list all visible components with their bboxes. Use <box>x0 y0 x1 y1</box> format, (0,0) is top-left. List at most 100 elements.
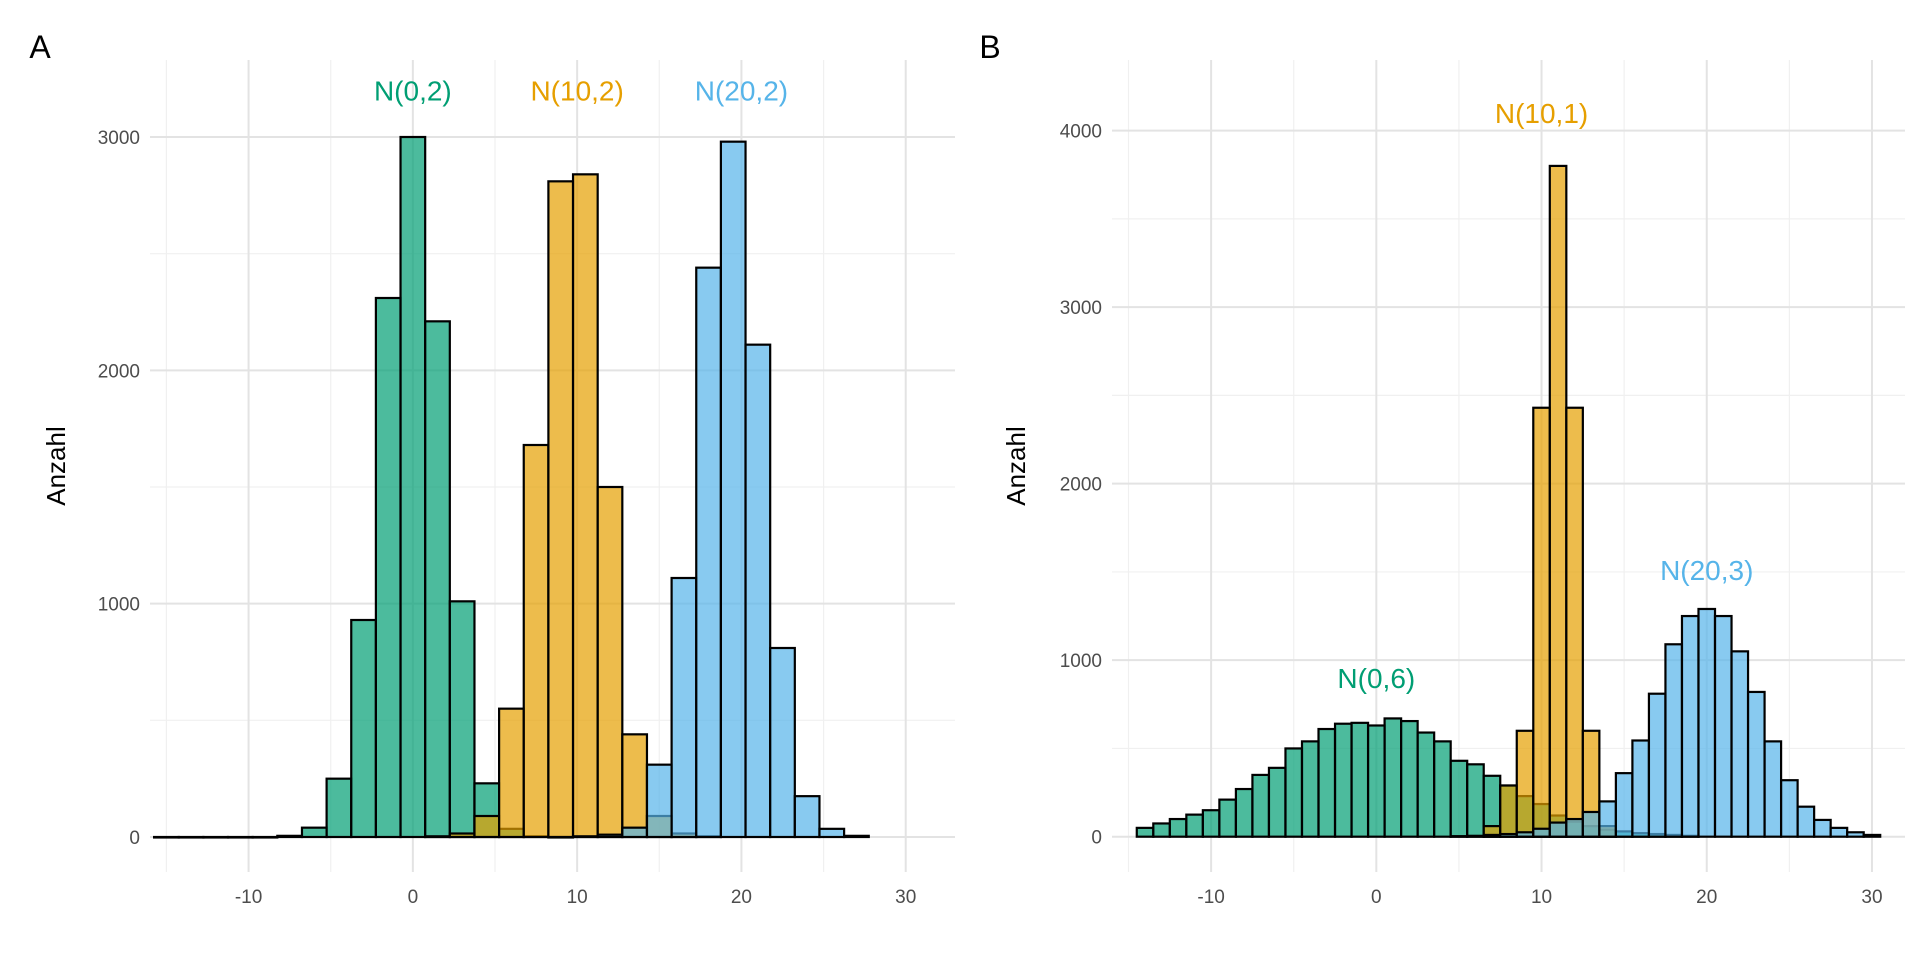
histogram-bar <box>424 835 451 839</box>
histogram-bar <box>1565 406 1584 838</box>
x-tick-label: 20 <box>731 887 752 908</box>
x-tick-label: 10 <box>567 887 588 908</box>
histogram-bar <box>1730 650 1750 838</box>
histogram-bar <box>1449 835 1469 838</box>
series-label: N(0,6) <box>1337 663 1415 694</box>
histogram-bar <box>1532 827 1551 838</box>
y-axis-label: Anzahl <box>41 426 71 506</box>
histogram-bar <box>843 834 870 839</box>
histogram-bar <box>645 763 673 839</box>
histogram-bar <box>1581 810 1601 838</box>
y-tick-label: 4000 <box>1060 122 1102 143</box>
x-tick-label: 0 <box>1371 887 1382 908</box>
histogram-bar <box>1383 717 1403 838</box>
histogram-bar <box>1466 763 1485 838</box>
x-tick-label: 30 <box>895 887 916 908</box>
histogram-bar <box>1284 747 1304 838</box>
x-tick-label: 0 <box>408 887 419 908</box>
histogram-bar <box>596 485 624 839</box>
histogram-bar <box>1796 805 1816 838</box>
panel-tag: A <box>29 29 51 65</box>
histogram-bar <box>251 835 279 839</box>
histogram-bar <box>1152 822 1171 838</box>
histogram-bar <box>1135 826 1155 838</box>
y-tick-label: 0 <box>1091 828 1102 849</box>
x-tick-label: 10 <box>1531 887 1552 908</box>
x-tick-label: 20 <box>1696 887 1717 908</box>
y-tick-label: 2000 <box>1060 475 1102 496</box>
histogram-bar <box>1449 759 1469 838</box>
y-axis-label: Anzahl <box>1001 426 1031 506</box>
histogram-bar <box>621 733 649 839</box>
series-label: N(0,2) <box>374 75 452 106</box>
histogram-bar <box>226 835 254 839</box>
histogram-bar <box>818 827 846 839</box>
histogram-bar <box>670 576 698 839</box>
histogram-bar <box>1185 813 1204 838</box>
histogram-bar <box>177 835 205 839</box>
series-blue <box>571 140 870 839</box>
histogram-bar <box>769 646 796 839</box>
histogram-bar <box>374 296 402 839</box>
histogram-bar <box>1697 607 1717 838</box>
histogram-bar <box>153 835 180 839</box>
histogram-bar <box>695 266 722 839</box>
series-blue <box>1449 607 1882 838</box>
histogram-bar <box>1234 787 1254 838</box>
histogram-bar <box>719 140 747 839</box>
histogram-bar <box>1433 740 1452 838</box>
histogram-bar <box>1829 826 1849 838</box>
histogram-bar <box>1515 729 1535 838</box>
histogram-bar <box>1499 832 1518 838</box>
series-label: N(10,2) <box>530 75 623 106</box>
y-tick-label: 3000 <box>98 128 140 149</box>
x-tick-label: 30 <box>1861 887 1882 908</box>
histogram-bar <box>1515 831 1535 838</box>
histogram-bar <box>1300 740 1320 838</box>
y-tick-label: 3000 <box>1060 298 1102 319</box>
histogram-bar <box>596 833 624 839</box>
histogram-bar <box>1466 834 1485 838</box>
histogram-bar <box>448 600 476 839</box>
y-tick-label: 1000 <box>1060 651 1102 672</box>
series-label: N(20,2) <box>695 75 788 106</box>
histogram-bar <box>448 832 476 839</box>
histogram-bar <box>621 826 649 839</box>
histogram-bar <box>498 707 525 839</box>
histogram-bar <box>1499 784 1518 838</box>
histogram-bar <box>1565 817 1584 838</box>
histogram-bar <box>1763 740 1783 838</box>
histogram-bar <box>793 795 821 839</box>
histogram-bar <box>1482 833 1502 838</box>
histogram-bar <box>1862 833 1882 838</box>
histogram-bar <box>1680 614 1700 838</box>
histogram-bar <box>1779 779 1799 838</box>
histogram-bar <box>300 826 328 839</box>
histogram-bar <box>473 814 501 839</box>
x-tick-label: -10 <box>235 887 262 908</box>
histogram-bar <box>1647 692 1667 838</box>
histogram-bar <box>202 835 230 839</box>
series-orange <box>1482 164 1617 838</box>
histogram-bar <box>1532 406 1551 838</box>
series-label: N(10,1) <box>1495 98 1588 129</box>
histogram-bar <box>1366 724 1386 838</box>
histogram-bar <box>1218 798 1238 838</box>
histogram-bar <box>1548 821 1568 838</box>
histogram-bar <box>1400 719 1419 838</box>
histogram-bar <box>1713 614 1733 838</box>
histogram-bar <box>325 777 353 839</box>
histogram-bar <box>424 320 451 839</box>
histogram-bar <box>1846 831 1865 838</box>
histogram-bar <box>571 835 599 839</box>
histogram-bar <box>350 618 377 839</box>
histogram-bar <box>547 180 575 839</box>
series-green <box>1135 717 1700 838</box>
histogram-bar <box>1614 772 1634 838</box>
histogram-bar <box>1333 722 1353 838</box>
histogram-bar <box>1317 727 1337 838</box>
histogram-bar <box>1251 773 1271 838</box>
x-tick-label: -10 <box>1197 887 1224 908</box>
histogram-bar <box>1548 164 1568 838</box>
